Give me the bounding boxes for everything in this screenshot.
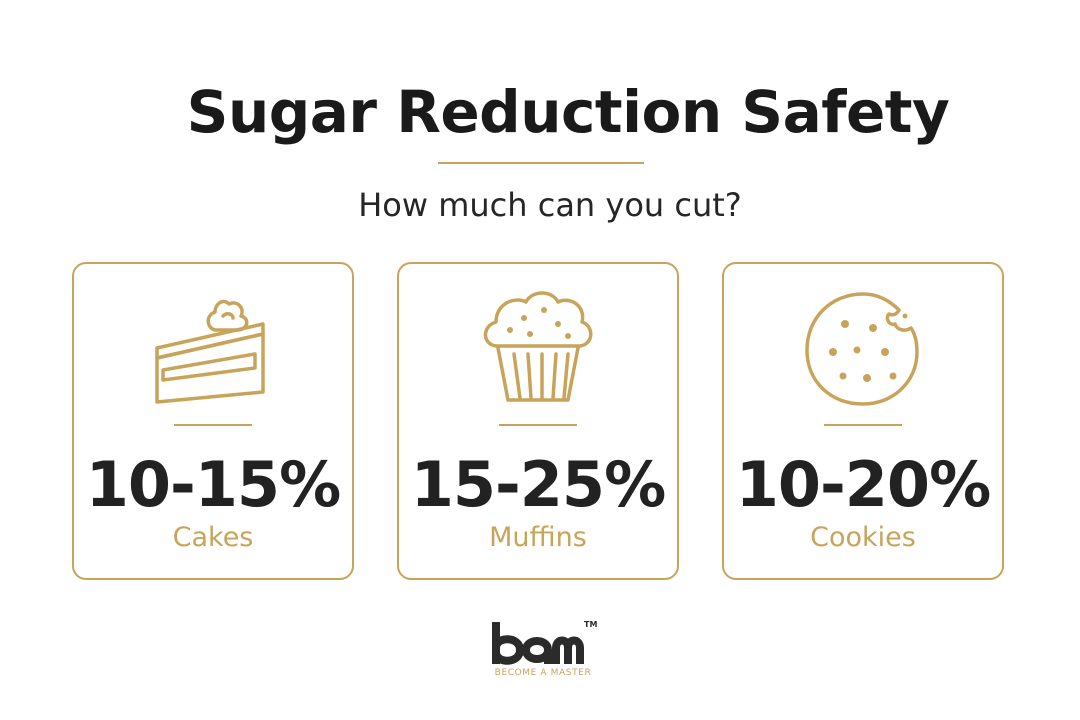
cookie-icon: [805, 292, 919, 406]
card-label: Muffins: [489, 522, 587, 553]
card-muffins: 15-25% Muffins: [397, 262, 679, 580]
card-label: Cookies: [810, 522, 916, 553]
title-divider: [438, 162, 644, 164]
trademark-mark: TM: [584, 620, 598, 629]
card-divider: [174, 424, 252, 426]
brand-logo: TM BECOME A MASTER: [482, 618, 604, 684]
logo-tagline: BECOME A MASTER: [494, 668, 592, 678]
card-divider: [499, 424, 577, 426]
card-value: 10-20%: [735, 448, 991, 521]
page-title: Sugar Reduction Safety: [186, 78, 950, 146]
card-value: 10-15%: [85, 448, 341, 521]
card-cookies: 10-20% Cookies: [722, 262, 1004, 580]
card-cakes: 10-15% Cakes: [72, 262, 354, 580]
card-divider: [824, 424, 902, 426]
cake-slice-icon: [155, 299, 265, 404]
card-value: 15-25%: [410, 448, 666, 521]
muffin-icon: [483, 291, 593, 402]
card-label: Cakes: [172, 522, 254, 553]
bam-logo-mark: [492, 622, 584, 665]
page-subtitle: How much can you cut?: [358, 186, 742, 224]
